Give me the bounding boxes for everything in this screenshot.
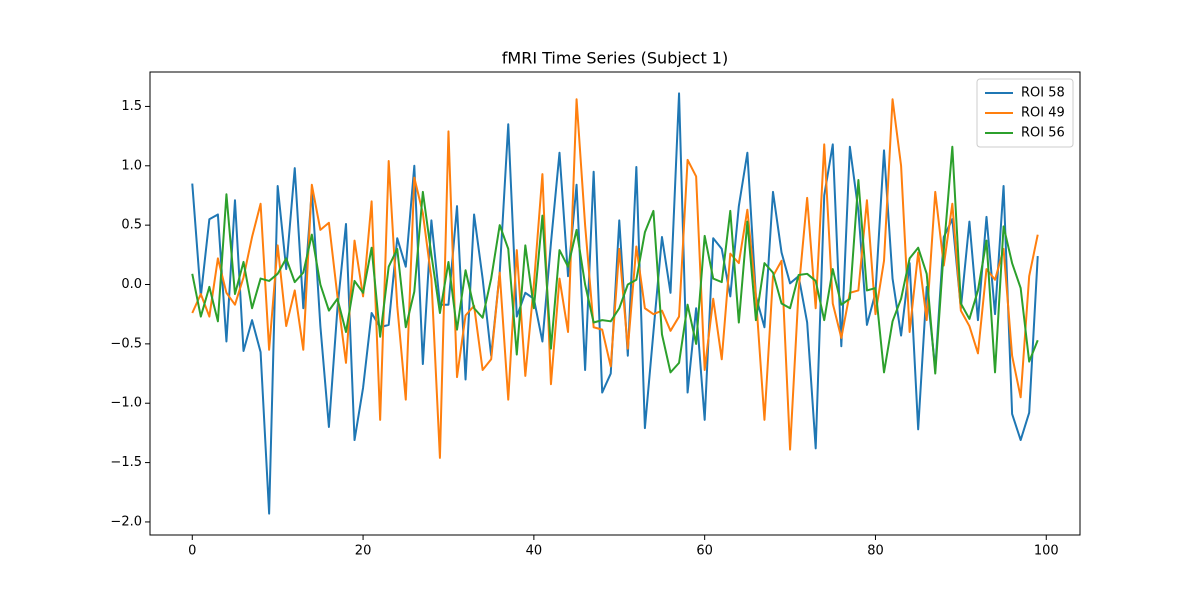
legend-box — [976, 78, 1074, 148]
y-tick-label: −1.0 — [110, 396, 142, 411]
x-tick-label: 0 — [188, 544, 196, 559]
legend: ROI 58 ROI 49 ROI 56 — [976, 78, 1074, 148]
x-tick-label: 60 — [696, 544, 713, 559]
y-tick-label: 1.0 — [121, 158, 142, 173]
legend-label: ROI 56 — [1021, 126, 1065, 141]
y-tick-label: 0.0 — [121, 277, 142, 292]
y-tick-label: 1.5 — [121, 99, 142, 114]
y-tick-label: −1.5 — [110, 455, 142, 470]
x-tick-label: 40 — [526, 544, 543, 559]
y-tick-label: −0.5 — [110, 336, 142, 351]
plot-frame — [149, 71, 1081, 536]
x-tick-label: 20 — [355, 544, 372, 559]
y-tick-label: −2.0 — [110, 514, 142, 529]
legend-label: ROI 49 — [1021, 106, 1065, 121]
y-tick-label: 0.5 — [121, 218, 142, 233]
series-line — [191, 145, 1039, 375]
x-tick-label: 80 — [867, 544, 884, 559]
x-tick-label: 100 — [1034, 544, 1059, 559]
chart-title: fMRI Time Series (Subject 1) — [502, 49, 728, 68]
legend-label: ROI 58 — [1021, 86, 1065, 101]
series-line — [191, 98, 1039, 459]
